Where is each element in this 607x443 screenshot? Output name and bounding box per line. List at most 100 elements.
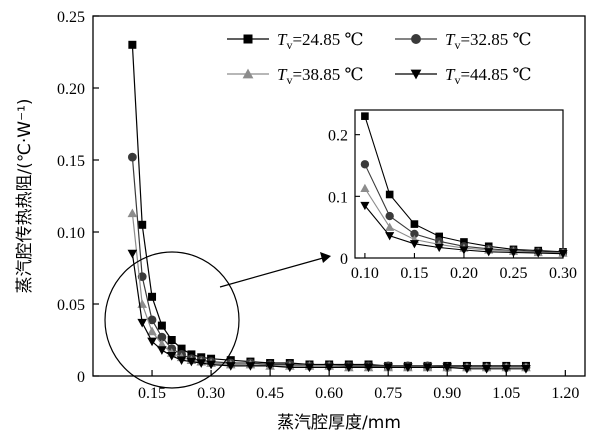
inset-data-point (460, 238, 468, 246)
inset-x-tick-label: 0.15 (400, 265, 428, 282)
inset-y-tick-label: 0.2 (328, 128, 348, 145)
data-point (138, 220, 147, 229)
data-point (324, 363, 334, 373)
data-point (521, 364, 531, 374)
inset-x-tick-label: 0.20 (450, 265, 478, 282)
data-point (157, 332, 167, 342)
data-point (206, 360, 216, 370)
legend-entry-2: Tv=32.85 ℃ (395, 30, 532, 52)
legend-label: Tv=44.85 ℃ (445, 65, 532, 87)
y-axis-label: 蒸汽腔传热热阻/(℃·W⁻¹) (15, 98, 35, 293)
data-point (383, 363, 393, 373)
inset-data-point (385, 222, 395, 231)
main-series-group (127, 40, 531, 374)
inset-data-point (361, 112, 369, 120)
data-point (245, 362, 256, 371)
data-point (186, 357, 197, 367)
main-plot-frame (92, 15, 586, 377)
main-axes: 0.15 0.30 0.45 0.60 0.75 0.90 1.05 1.20 0 0.05 0.1… (57, 9, 586, 402)
data-point (265, 362, 275, 371)
y-tick-label: 0.15 (57, 153, 85, 170)
zoom-arrow-line (219, 257, 324, 288)
legend-entry-1: Tv=24.85 ℃ (227, 30, 364, 52)
legend-entry-3: Tv=38.85 ℃ (227, 65, 364, 87)
data-point (147, 337, 157, 347)
data-point (128, 40, 137, 49)
inset-data-point (360, 201, 370, 211)
data-point (157, 339, 167, 349)
x-tick-label: 0.60 (315, 385, 343, 402)
inset-data-point (410, 220, 419, 228)
inset-y-tick-label: 0 (340, 251, 348, 268)
zoom-callout (104, 251, 331, 389)
inset-data-point (360, 183, 370, 192)
zoom-arrow-head (320, 252, 331, 263)
data-point (196, 359, 207, 368)
data-point (157, 346, 167, 355)
inset-data-point (533, 249, 543, 258)
x-tick-label: 1.05 (492, 385, 520, 402)
data-point (147, 326, 157, 336)
inset-series-line-4 (360, 201, 568, 259)
data-point (177, 344, 186, 353)
x-tick-label: 1.20 (551, 385, 579, 402)
inset-data-point (385, 232, 395, 241)
data-point (501, 364, 512, 374)
x-tick-label: 0.30 (197, 385, 225, 402)
y-tick-label: 0.10 (57, 225, 85, 242)
inset-data-point (410, 229, 419, 239)
data-point (148, 292, 157, 301)
zoom-circle (104, 251, 240, 389)
inset-data-point (459, 246, 469, 255)
x-tick-label: 0.15 (138, 385, 166, 402)
legend-marker (243, 34, 253, 44)
legend-marker (410, 69, 422, 80)
legend-label: Tv=32.85 ℃ (445, 30, 532, 52)
data-point (166, 352, 177, 361)
inset-data-point (409, 240, 419, 249)
data-point (285, 363, 295, 373)
data-point (403, 363, 413, 373)
x-tick-label: 0.90 (433, 385, 461, 402)
data-point (304, 363, 315, 373)
data-point (127, 152, 137, 162)
x-axis-label: 蒸汽腔厚度/mm (277, 413, 401, 433)
y-tick-label: 0.25 (57, 9, 85, 26)
data-point (127, 208, 138, 218)
inset-data-point (360, 160, 370, 169)
data-point (147, 315, 157, 325)
legend-entry-4: Tv=44.85 ℃ (395, 65, 532, 87)
inset-x-tick-label: 0.25 (499, 265, 527, 282)
data-point (157, 321, 166, 330)
data-point (481, 364, 492, 374)
inset-data-point (484, 248, 494, 257)
legend-label: Tv=38.85 ℃ (277, 65, 364, 87)
data-point (442, 363, 453, 373)
inset-data-point (385, 211, 394, 221)
data-point (127, 249, 138, 259)
data-point (176, 356, 187, 365)
inset-axes: 0.10 0.15 0.20 0.25 0.30 0 0.1 0.2 (328, 109, 577, 282)
legend-marker (242, 68, 254, 79)
inset-x-tick-label: 0.10 (351, 265, 379, 282)
data-point (462, 364, 472, 374)
x-tick-label: 0.75 (374, 385, 402, 402)
inset-data-point (435, 232, 443, 241)
y-tick-label: 0.20 (57, 81, 85, 98)
data-point (422, 363, 433, 373)
x-tick-label: 0.45 (256, 385, 284, 402)
y-tick-label: 0 (77, 369, 85, 386)
inset-y-tick-label: 0.1 (328, 189, 348, 206)
data-point (225, 362, 236, 371)
y-tick-label: 0.05 (57, 297, 85, 314)
data-point (167, 336, 176, 344)
legend-marker (411, 34, 421, 44)
inset-data-point (385, 190, 394, 199)
inset-data-point (434, 243, 444, 253)
data-point (344, 363, 354, 373)
data-point (137, 318, 147, 328)
series-line-4 (127, 249, 531, 374)
inset-data-point (508, 248, 519, 258)
